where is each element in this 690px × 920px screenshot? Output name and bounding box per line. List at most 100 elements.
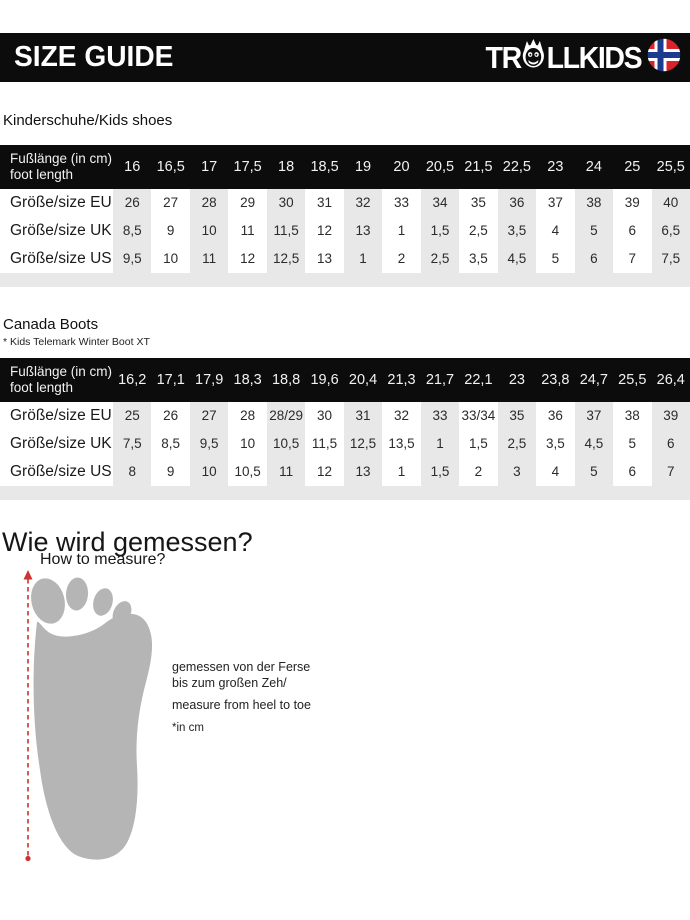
foot-length-value: 16,2: [118, 372, 147, 388]
size-value-cell: 8,5: [113, 217, 152, 245]
foot-length-value: 19,6: [310, 372, 339, 388]
size-value-cell: 32: [393, 408, 409, 423]
size-value-cell: 26: [113, 189, 152, 217]
foot-length-value: 24,7: [579, 372, 608, 388]
foot-length-value: 16: [124, 159, 141, 175]
measure-heading-de: Wie wird gemessen?: [2, 527, 253, 557]
size-value-cell: 29: [240, 195, 256, 210]
size-value-cell: 26: [163, 408, 179, 423]
size-row: Größe/size UK 7,5 8,5 9,5 10 10,5 11,5 12,5 13,5…: [0, 430, 690, 458]
brand-text-post: LLKIDS: [546, 39, 642, 75]
page-title: SIZE GUIDE: [14, 41, 174, 73]
size-value-cell: 6: [574, 245, 614, 273]
norway-flag-icon: [646, 37, 682, 78]
size-value-cell: 3,5: [545, 436, 565, 451]
foot-length-header-label: Fußlänge (in cm) foot length: [0, 364, 113, 396]
note-de-line1: gemessen von der Ferse: [172, 660, 311, 674]
size-value-cell: 31: [317, 195, 333, 210]
size-value-cell: 1: [397, 464, 406, 479]
size-value-cell: 2: [397, 251, 406, 266]
size-value-cell: 11: [266, 458, 306, 486]
size-value-cell: 30: [317, 408, 333, 423]
size-value-cell: 4: [551, 464, 560, 479]
size-value-cell: 5: [551, 251, 560, 266]
size-value-cell: 11: [189, 245, 229, 273]
size-row-label: Größe/size US: [10, 250, 112, 267]
measure-notes: gemessen von der Ferse bis zum großen Ze…: [172, 659, 392, 736]
foot-length-header-label: Fußlänge (in cm) foot length: [0, 151, 113, 183]
foot-illustration: [12, 570, 172, 875]
size-value-cell: 1: [343, 245, 383, 273]
size-row: Größe/size US 8 9 10 10,5 11 12 13 1 1,5 2 3 4 5 6 7: [0, 458, 690, 486]
size-row: Größe/size EU 26 27 28 29 30 31 32 33 34 35 36 37 38 3…: [0, 189, 690, 217]
size-value-cell: 5: [574, 458, 614, 486]
size-value-cell: 6: [628, 223, 637, 238]
foot-length-value: 21,3: [387, 372, 416, 388]
size-value-cell: 40: [651, 189, 690, 217]
size-value-cell: 11: [240, 223, 255, 238]
size-value-cell: 10: [163, 251, 179, 266]
brand-wordmark: TR LLKIDS: [485, 38, 642, 78]
table-body: Größe/size EU 25 26 27 28 28/29 30 31 32 33 33/34 3…: [0, 402, 690, 486]
size-value-cell: 10,5: [234, 464, 261, 479]
size-row-label: Größe/size EU: [10, 407, 112, 424]
size-value-cell: 2,5: [420, 245, 460, 273]
size-value-cell: 9: [166, 223, 175, 238]
foot-length-value: 18,5: [310, 159, 339, 175]
note-de-line2: bis zum großen Zeh/: [172, 676, 287, 690]
size-value-cell: 10: [189, 217, 229, 245]
table-bottom-strip: [0, 273, 690, 287]
size-value-cell: 4: [551, 223, 560, 238]
size-value-cell: 6: [651, 430, 690, 458]
foot-length-value: 17,1: [156, 372, 185, 388]
size-row-label: Größe/size UK: [10, 222, 112, 239]
foot-length-value: 20,4: [348, 372, 378, 388]
foot-length-value: 26,4: [656, 372, 685, 388]
measure-heading-en: How to measure?: [40, 551, 166, 568]
size-value-cell: 27: [163, 195, 179, 210]
size-value-cell: 27: [189, 402, 229, 430]
size-value-cell: 1,5: [420, 217, 460, 245]
foot-length-value: 23: [508, 372, 525, 388]
foot-length-label-de: Fußlänge (in cm): [10, 151, 113, 166]
size-value-cell: 5: [574, 217, 614, 245]
troll-logo-icon: [521, 38, 545, 78]
size-value-cell: 8: [113, 458, 152, 486]
kids-shoes-section-label: Kinderschuhe/Kids shoes: [3, 112, 173, 129]
foot-length-value: 17: [201, 159, 218, 175]
size-value-cell: 3: [497, 458, 537, 486]
size-value-cell: 6: [628, 464, 637, 479]
size-row: Größe/size EU 25 26 27 28 28/29 30 31 32 33 33/34 3…: [0, 402, 690, 430]
foot-length-value: 22,5: [502, 159, 531, 175]
size-value-cell: 36: [547, 408, 563, 423]
size-row-label: Größe/size UK: [10, 435, 112, 452]
size-value-cell: 8,5: [161, 436, 181, 451]
size-value-cell: 1,5: [469, 436, 488, 451]
size-value-cell: 28/29: [266, 402, 306, 430]
size-value-cell: 4,5: [497, 245, 537, 273]
foot-length-label-de: Fußlänge (in cm): [10, 364, 113, 379]
size-value-cell: 37: [547, 195, 563, 210]
foot-length-value: 20: [393, 159, 410, 175]
size-value-cell: 9: [166, 464, 175, 479]
size-value-cell: 3,5: [497, 217, 537, 245]
foot-length-value: 19: [354, 159, 372, 175]
size-value-cell: 12: [240, 251, 256, 266]
size-value-cell: 13: [343, 217, 383, 245]
brand-logo: TR LLKIDS: [472, 37, 682, 78]
size-row: Größe/size US 9,5 10 11 12 12,5 13 1 2 2,5 3,5 4,5 5…: [0, 245, 690, 273]
size-value-cell: 12,5: [343, 430, 383, 458]
size-value-cell: 4,5: [574, 430, 614, 458]
size-value-cell: 1: [397, 223, 406, 238]
foot-length-value: 22,1: [464, 372, 493, 388]
size-value-cell: 12,5: [266, 245, 306, 273]
size-value-cell: 28: [189, 189, 229, 217]
foot-length-value: 25,5: [618, 372, 647, 388]
foot-length-value: 18: [278, 159, 295, 175]
size-value-cell: 39: [651, 402, 690, 430]
table-body: Größe/size EU 26 27 28 29 30 31 32 33 34 35 36 37 38 3…: [0, 189, 690, 273]
size-value-cell: 38: [624, 408, 640, 423]
size-value-cell: 36: [497, 189, 537, 217]
size-value-cell: 7,5: [113, 430, 152, 458]
